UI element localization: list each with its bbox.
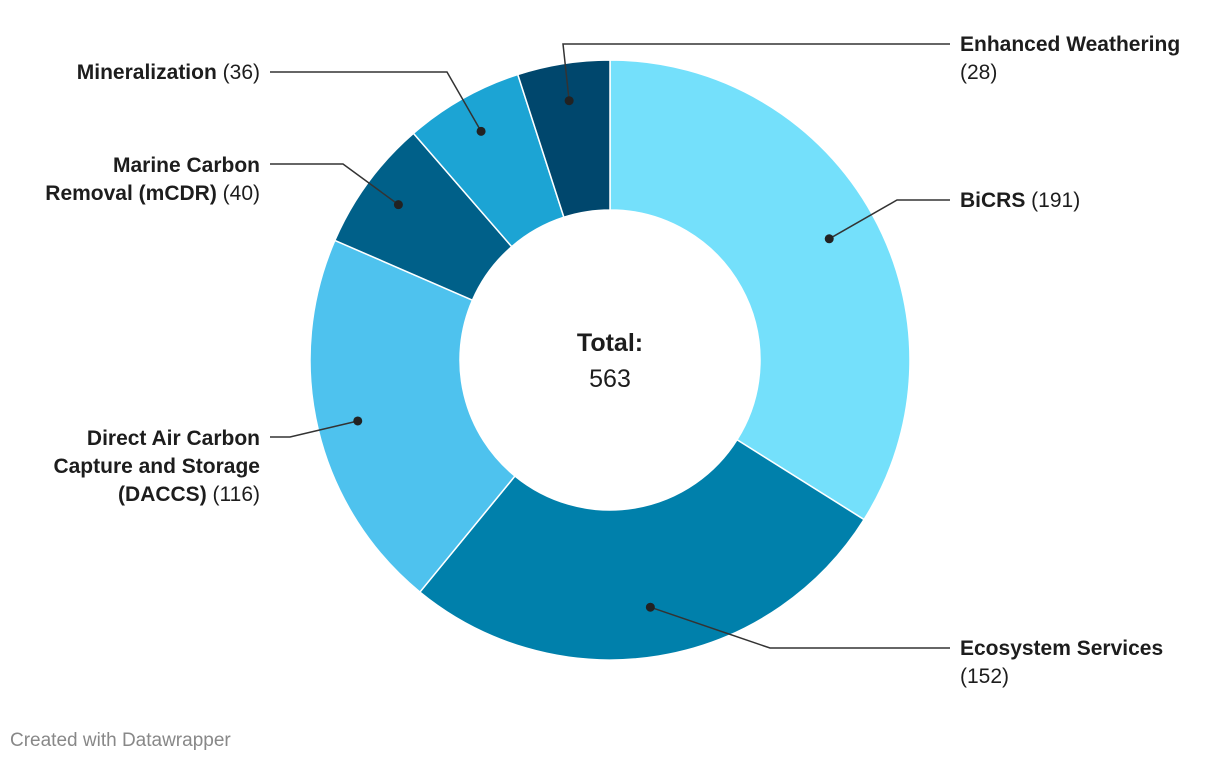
- slice-labels: BiCRS (191) Ecosystem Services (152) Direct…: [45, 33, 1180, 688]
- slice-bicrs: [609, 59, 911, 521]
- slice-label-marine-carbon-removal-mcdr: Marine Carbon Removal (mCDR) (40): [45, 154, 260, 205]
- slice-label-bicrs: BiCRS (191): [960, 189, 1080, 212]
- slice-ecosystem-services: [418, 438, 866, 661]
- leader-dot-enhanced-weathering: [564, 96, 574, 106]
- leader-line-direct-air-carbon-capture-and-storage-daccs: [270, 420, 358, 438]
- slice-label-mineralization: Mineralization (36): [77, 61, 260, 84]
- center-total-label: Total:: [577, 329, 643, 357]
- center-total-value: 563: [589, 365, 631, 393]
- leader-dot-mineralization: [476, 126, 486, 136]
- credit-text: Created with Datawrapper: [10, 730, 231, 751]
- leader-dot-bicrs: [824, 234, 834, 244]
- leader-line-ecosystem-services: [650, 606, 950, 649]
- leader-line-marine-carbon-removal-mcdr: [270, 163, 399, 206]
- leader-line-bicrs: [828, 199, 950, 240]
- leader-dot-direct-air-carbon-capture-and-storage-daccs: [353, 416, 363, 426]
- leader-dot-marine-carbon-removal-mcdr: [393, 200, 403, 210]
- slice-label-ecosystem-services: Ecosystem Services (152): [960, 637, 1163, 688]
- leader-lines: [270, 43, 950, 649]
- leader-dot-ecosystem-services: [645, 602, 655, 612]
- slice-label-enhanced-weathering: Enhanced Weathering (28): [960, 33, 1180, 84]
- donut-slices: [309, 59, 911, 661]
- leader-line-mineralization: [270, 71, 482, 132]
- slice-label-direct-air-carbon-capture-and-storage-daccs: Direct Air Carbon Capture and Storage (DAC…: [53, 427, 260, 506]
- slice-enhanced-weathering: [516, 59, 611, 219]
- leader-line-enhanced-weathering: [562, 43, 950, 101]
- slice-direct-air-carbon-capture-and-storage-daccs: [309, 239, 516, 594]
